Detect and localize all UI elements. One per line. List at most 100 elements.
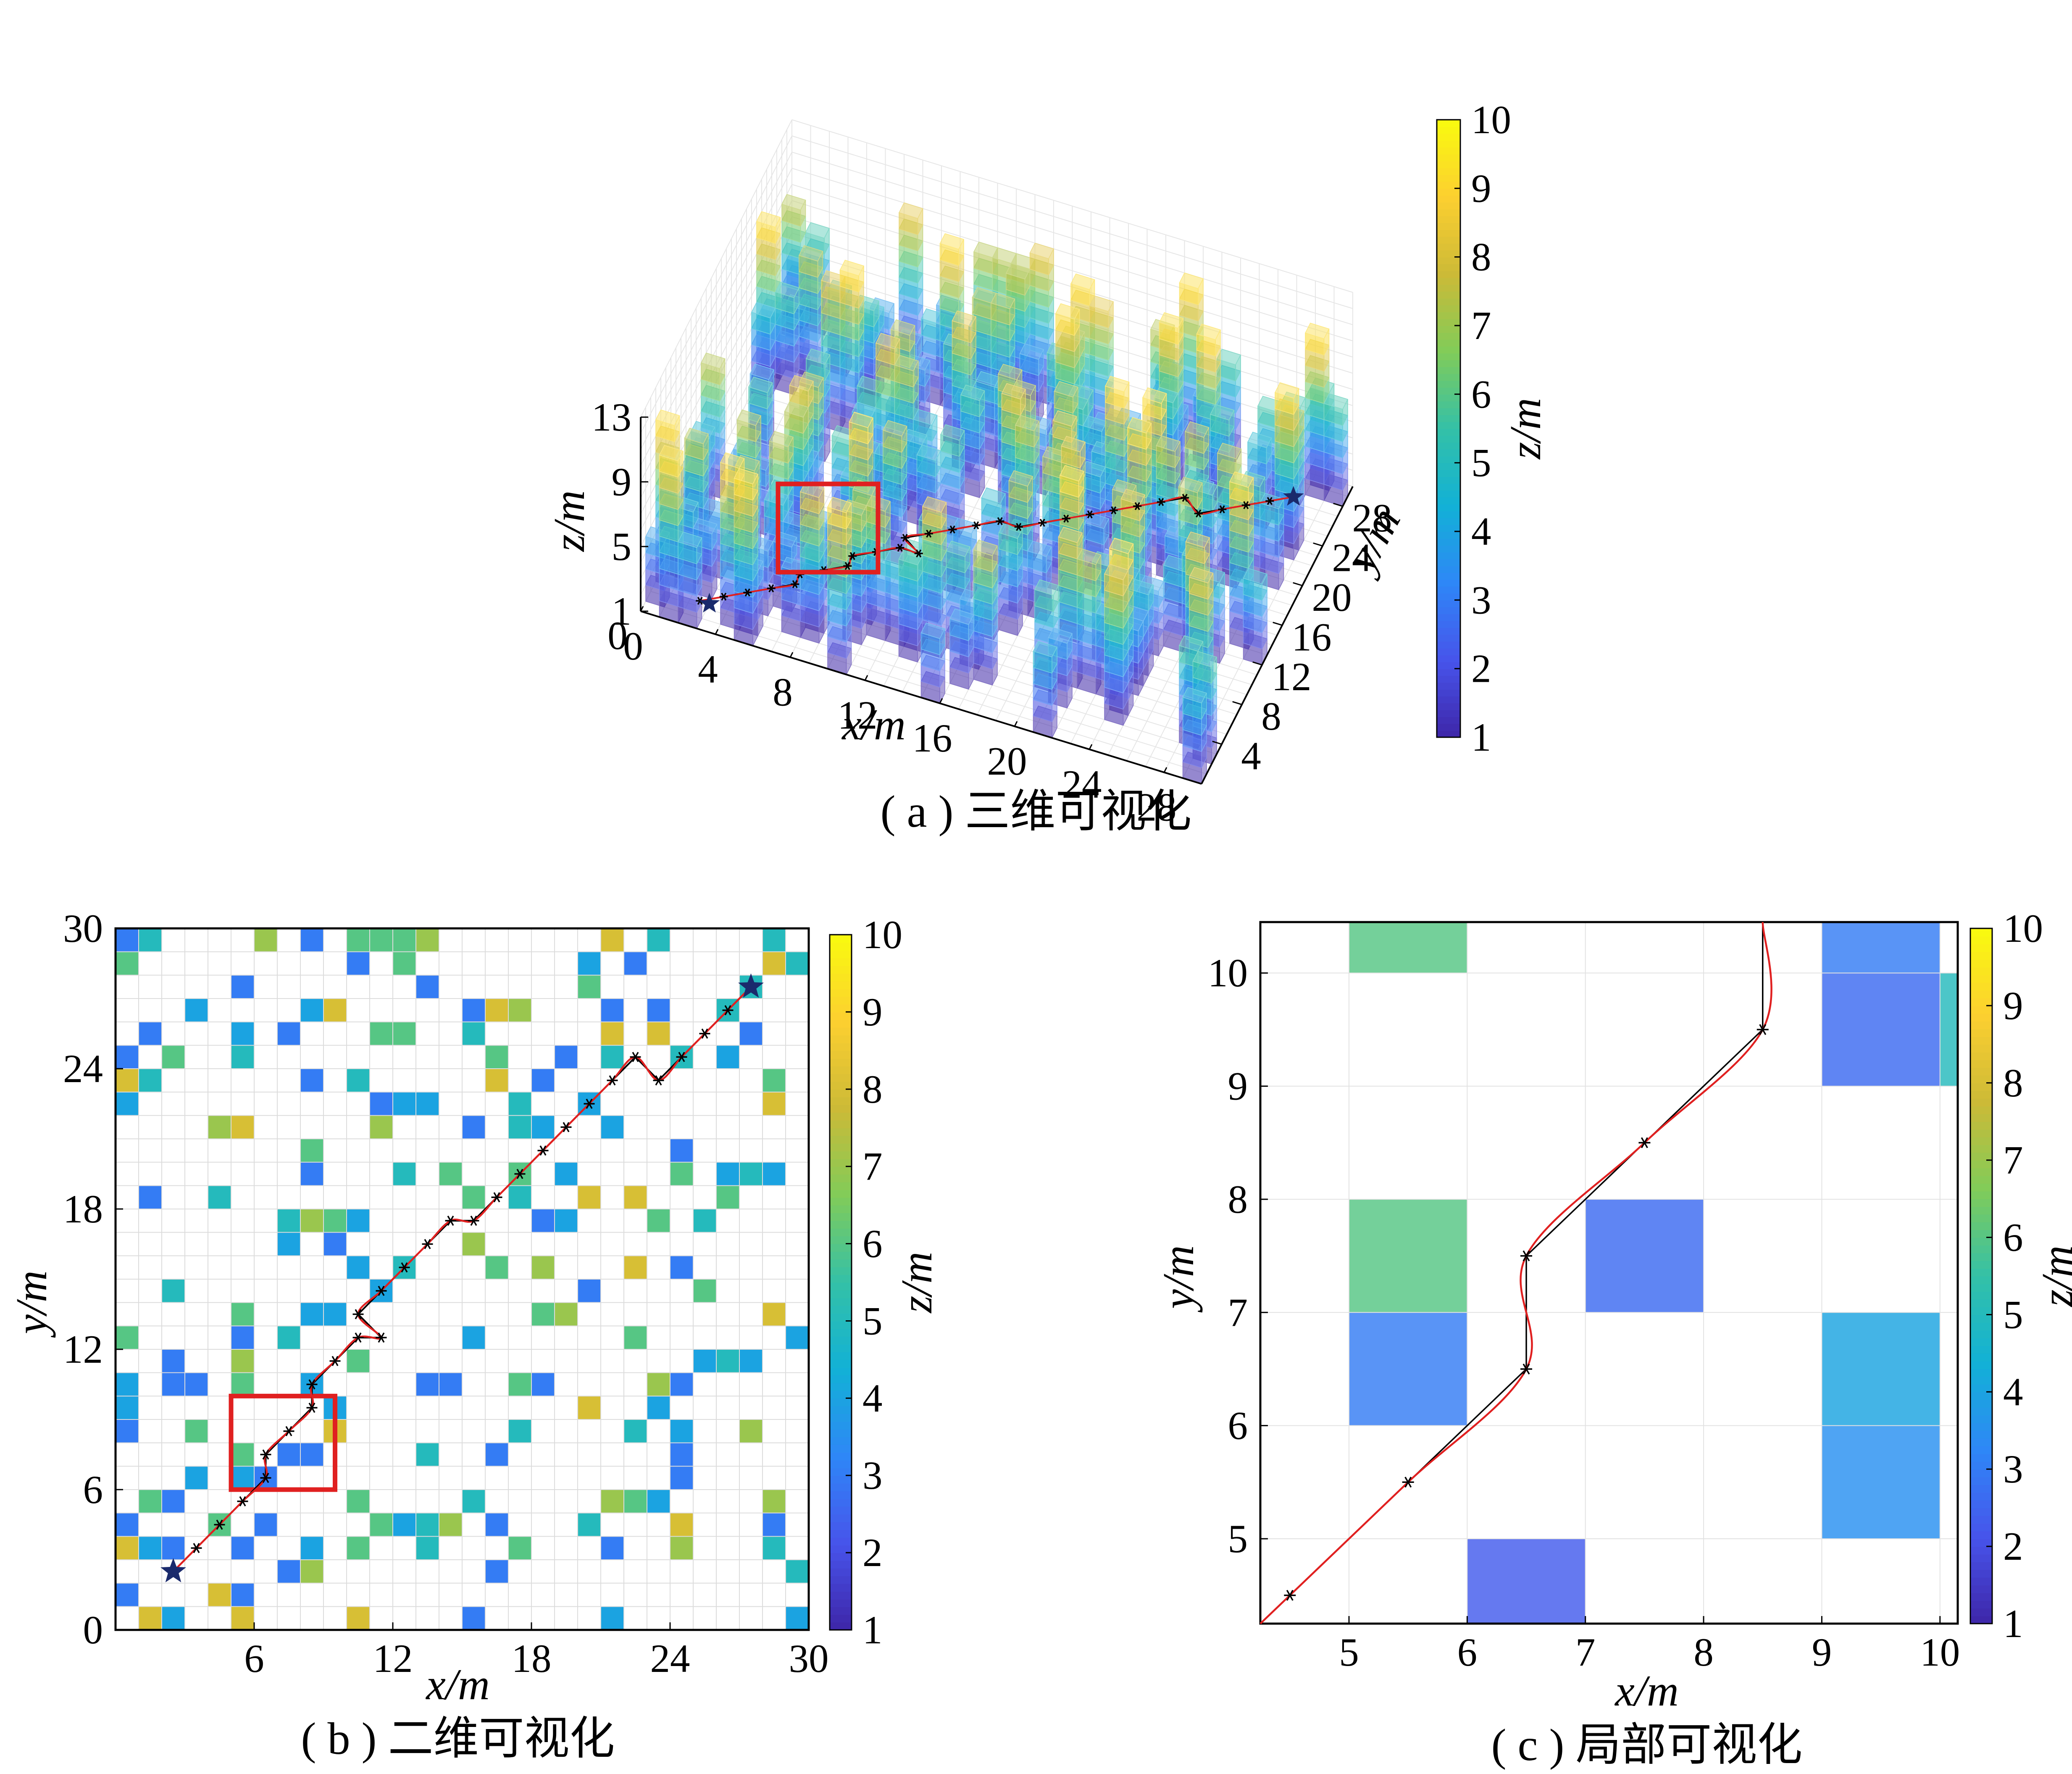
- obstacle-cell: [231, 1606, 254, 1630]
- colorbar-segment: [1437, 271, 1460, 278]
- y-tick-label: 9: [1228, 1064, 1248, 1109]
- obstacle-cell: [508, 1092, 531, 1116]
- y-tick: [1313, 542, 1323, 547]
- colorbar-segment: [1437, 710, 1460, 717]
- colorbar-segment: [830, 1452, 852, 1461]
- obstacle-cell: [393, 951, 416, 975]
- x-tick: [1014, 721, 1018, 727]
- obstacle-cell: [347, 1490, 370, 1513]
- back-wall-grid-line: [791, 135, 1353, 309]
- colorbar-segment: [1970, 1554, 1992, 1562]
- colorbar-segment: [1437, 449, 1460, 457]
- colorbar-segment: [1970, 1369, 1992, 1377]
- obstacle-cell: [277, 1443, 300, 1467]
- voxel-top-face: [781, 194, 806, 210]
- colorbar-segment: [1437, 346, 1460, 354]
- x-tick: [864, 675, 868, 681]
- colorbar-segment: [1437, 476, 1460, 484]
- x-tick-label: 16: [912, 716, 952, 760]
- voxel-top-face: [1019, 343, 1044, 360]
- colorbar-segment: [1437, 627, 1460, 635]
- obstacle-cell: [1349, 1199, 1467, 1313]
- colorbar-segment: [1437, 470, 1460, 477]
- y-tick: [1232, 701, 1242, 705]
- obstacle-cell: [462, 1185, 485, 1209]
- colorbar-segment: [830, 1298, 852, 1306]
- colorbar-segment: [1970, 1415, 1992, 1423]
- obstacle-cell: [1822, 1425, 1940, 1539]
- colorbar-segment: [1970, 1175, 1992, 1184]
- obstacle-cell: [231, 1349, 254, 1373]
- colorbar-tick-label: 3: [2003, 1447, 2023, 1491]
- colorbar-segment: [830, 1491, 852, 1499]
- obstacle-cell: [439, 1162, 462, 1186]
- obstacle-cell: [578, 975, 601, 999]
- colorbar-segment: [830, 1460, 852, 1468]
- colorbar-segment: [1970, 1361, 1992, 1369]
- colorbar-segment: [1970, 1144, 1992, 1153]
- panel-b-xlabel: x/m: [425, 1660, 490, 1709]
- colorbar-segment: [1970, 1283, 1992, 1292]
- colorbar-segment: [1437, 703, 1460, 710]
- colorbar-segment: [1437, 442, 1460, 449]
- colorbar-segment: [830, 1437, 852, 1445]
- colorbar-segment: [1437, 428, 1460, 436]
- colorbar-tick-label: 2: [1471, 647, 1491, 691]
- obstacle-cell: [300, 1536, 323, 1560]
- colorbar-segment: [1970, 1059, 1992, 1068]
- obstacle-cell: [347, 1606, 370, 1630]
- voxel-top-face: [1055, 303, 1080, 320]
- obstacle-cell: [370, 928, 393, 952]
- panel-c-cells: [1349, 922, 1958, 1624]
- colorbar-tick-label: 4: [862, 1376, 883, 1420]
- colorbar-segment: [1970, 944, 1992, 952]
- colorbar-segment: [1970, 1106, 1992, 1114]
- obstacle-cell: [185, 1372, 208, 1396]
- obstacle-cell: [693, 1209, 716, 1233]
- colorbar-segment: [830, 1313, 852, 1322]
- obstacle-cell: [739, 1022, 763, 1046]
- voxel-top-face: [939, 233, 965, 250]
- obstacle-cell: [462, 1115, 485, 1139]
- colorbar-segment: [1970, 967, 1992, 975]
- obstacle-cell: [739, 1349, 763, 1373]
- colorbar-segment: [830, 1282, 852, 1290]
- obstacle-cell: [647, 1490, 670, 1513]
- back-wall-grid-line: [791, 184, 1353, 357]
- colorbar-segment: [830, 1529, 852, 1538]
- panel-b-ylabel: y/m: [7, 1270, 56, 1338]
- panel-b-caption: ( b ) 二维可视化: [301, 1714, 615, 1764]
- colorbar-segment: [1437, 188, 1460, 196]
- obstacle-cell: [393, 1022, 416, 1046]
- colorbar-segment: [1437, 326, 1460, 333]
- x-tick-label: 30: [789, 1636, 829, 1681]
- voxel-top-face: [960, 384, 985, 401]
- obstacle-cell: [578, 1185, 601, 1209]
- colorbar-segment: [830, 1081, 852, 1090]
- obstacle-cell: [462, 1022, 485, 1046]
- colorbar-tick-label: 2: [2003, 1524, 2023, 1569]
- colorbar-segment: [830, 1058, 852, 1067]
- colorbar-segment: [830, 1035, 852, 1043]
- obstacle-cell: [162, 1045, 185, 1069]
- colorbar-segment: [830, 1421, 852, 1430]
- colorbar-tick-label: 6: [1471, 372, 1491, 416]
- colorbar-segment: [1970, 1384, 1992, 1393]
- colorbar-segment: [830, 1020, 852, 1028]
- obstacle-cell: [624, 1490, 647, 1513]
- obstacle-cell: [300, 1139, 323, 1162]
- colorbar-segment: [1437, 229, 1460, 237]
- obstacle-cell: [624, 1326, 647, 1349]
- colorbar-segment: [830, 1050, 852, 1059]
- colorbar-segment: [1970, 1407, 1992, 1416]
- colorbar-segment: [830, 1614, 852, 1623]
- colorbar-segment: [1437, 552, 1460, 560]
- colorbar-segment: [830, 1599, 852, 1607]
- colorbar-segment: [830, 950, 852, 959]
- colorbar-segment: [1437, 394, 1460, 402]
- obstacle-cell: [531, 1115, 555, 1139]
- colorbar-segment: [1437, 538, 1460, 546]
- obstacle-cell: [416, 1372, 439, 1396]
